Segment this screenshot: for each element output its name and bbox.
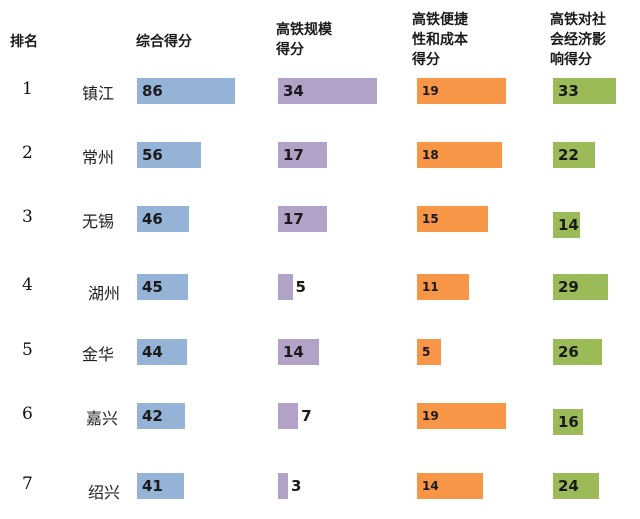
impact-value-label: 14 <box>558 216 579 234</box>
convenience-bar <box>417 339 441 365</box>
composite-bar <box>137 142 201 168</box>
impact-bar <box>553 212 580 238</box>
scale-value-label: 7 <box>301 407 312 425</box>
composite-bar <box>137 403 185 429</box>
scale-bar <box>278 142 328 168</box>
scale-value-label: 17 <box>283 210 304 228</box>
convenience-bar <box>417 206 488 232</box>
scale-header: 高铁规模 得分 <box>276 22 332 58</box>
convenience-value-label: 15 <box>422 212 439 226</box>
city-label: 湖州 <box>88 284 121 303</box>
scale-bar <box>278 473 288 499</box>
city-label: 镇江 <box>82 84 115 103</box>
scale-bar <box>278 339 319 365</box>
convenience-bar <box>417 473 483 499</box>
convenience-bar <box>417 142 502 168</box>
scale-bar <box>278 274 293 300</box>
impact-header: 高铁对社 会经济影 响得分 <box>550 12 606 68</box>
impact-value-label: 29 <box>558 278 579 296</box>
composite-bar <box>137 339 188 365</box>
scale-bar <box>278 206 328 232</box>
rank-4: 4 <box>22 275 33 295</box>
convenience-bar <box>417 274 469 300</box>
city-label: 绍兴 <box>88 483 121 502</box>
scale-bar <box>278 78 377 104</box>
rank-3: 3 <box>22 207 33 227</box>
convenience-value-label: 18 <box>422 148 439 162</box>
scale-value-label: 14 <box>283 343 304 361</box>
convenience-bar <box>417 403 507 429</box>
composite-bar <box>137 274 189 300</box>
composite-value-label: 46 <box>142 210 163 228</box>
impact-value-label: 33 <box>558 82 579 100</box>
composite-value-label: 42 <box>142 407 163 425</box>
city-label: 常州 <box>82 148 115 167</box>
convenience-value-label: 14 <box>422 479 439 493</box>
composite-value-label: 86 <box>142 82 163 100</box>
composite-bar <box>137 473 184 499</box>
city-label: 嘉兴 <box>86 409 119 428</box>
impact-bar <box>553 274 609 300</box>
city-label: 金华 <box>82 345 115 364</box>
impact-bar <box>553 142 595 168</box>
composite-header: 综合得分 <box>136 34 192 50</box>
impact-bar <box>553 78 616 104</box>
scale-value-label: 17 <box>283 146 304 164</box>
city-label: 无锡 <box>82 212 115 231</box>
convenience-bar <box>417 78 507 104</box>
scale-value-label: 34 <box>283 82 304 100</box>
impact-value-label: 16 <box>558 413 579 431</box>
rank-5: 5 <box>22 340 33 360</box>
scale-value-label: 3 <box>291 477 302 495</box>
convenience-header: 高铁便捷 性和成本 得分 <box>412 12 468 68</box>
scale-value-label: 5 <box>295 278 306 296</box>
impact-value-label: 22 <box>558 146 579 164</box>
impact-bar <box>553 339 603 365</box>
impact-bar <box>553 473 599 499</box>
convenience-value-label: 19 <box>422 409 439 423</box>
rank-7: 7 <box>22 474 33 494</box>
composite-value-label: 41 <box>142 477 163 495</box>
rank-header: 排名 <box>10 34 38 50</box>
convenience-value-label: 5 <box>422 345 431 359</box>
rank-2: 2 <box>22 143 33 163</box>
composite-value-label: 45 <box>142 278 163 296</box>
scale-bar <box>278 403 299 429</box>
composite-bar <box>137 206 190 232</box>
impact-value-label: 26 <box>558 343 579 361</box>
convenience-value-label: 11 <box>422 280 439 294</box>
impact-value-label: 24 <box>558 477 579 495</box>
composite-value-label: 56 <box>142 146 163 164</box>
composite-bar <box>137 78 236 104</box>
convenience-value-label: 19 <box>422 84 439 98</box>
rank-1: 1 <box>22 79 33 99</box>
composite-value-label: 44 <box>142 343 163 361</box>
impact-bar <box>553 409 584 435</box>
rank-6: 6 <box>22 404 33 424</box>
